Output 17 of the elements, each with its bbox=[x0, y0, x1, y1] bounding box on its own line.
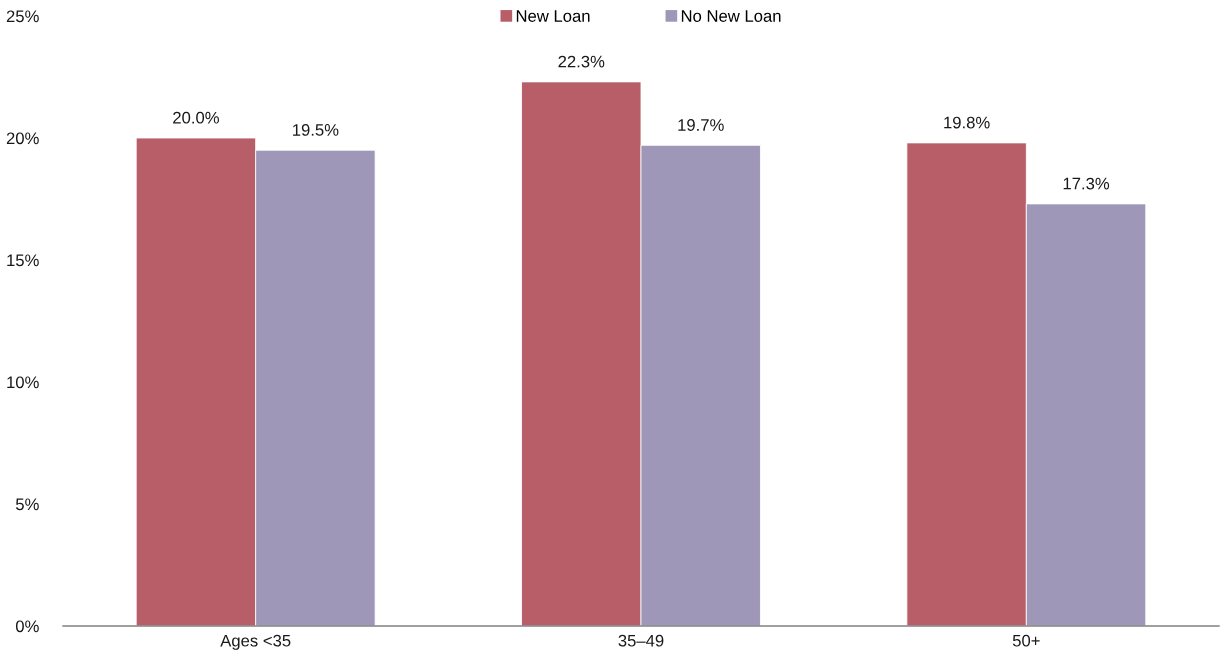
data-label: 19.7% bbox=[678, 119, 724, 131]
x-tick-label: 35–49 bbox=[618, 634, 664, 647]
data-label: 20.0% bbox=[173, 111, 219, 124]
y-tick-label: 10% bbox=[7, 376, 39, 389]
y-tick-label: 15% bbox=[7, 254, 39, 267]
x-tick-label: Ages <35 bbox=[220, 634, 291, 650]
data-label: 19.5% bbox=[293, 123, 339, 136]
data-label: 22.3% bbox=[558, 55, 605, 68]
data-label: 17.3% bbox=[1063, 177, 1110, 190]
y-tick-label: 20% bbox=[6, 132, 39, 145]
legend-label: New Loan bbox=[516, 10, 590, 22]
legend-label: No New Loan bbox=[681, 10, 781, 22]
y-tick-label: 25% bbox=[6, 10, 39, 23]
x-tick-label: 50+ bbox=[1012, 634, 1040, 647]
y-tick-label: 0% bbox=[15, 620, 39, 633]
y-tick-label: 5% bbox=[15, 498, 39, 511]
data-label: 19.8% bbox=[944, 116, 990, 129]
